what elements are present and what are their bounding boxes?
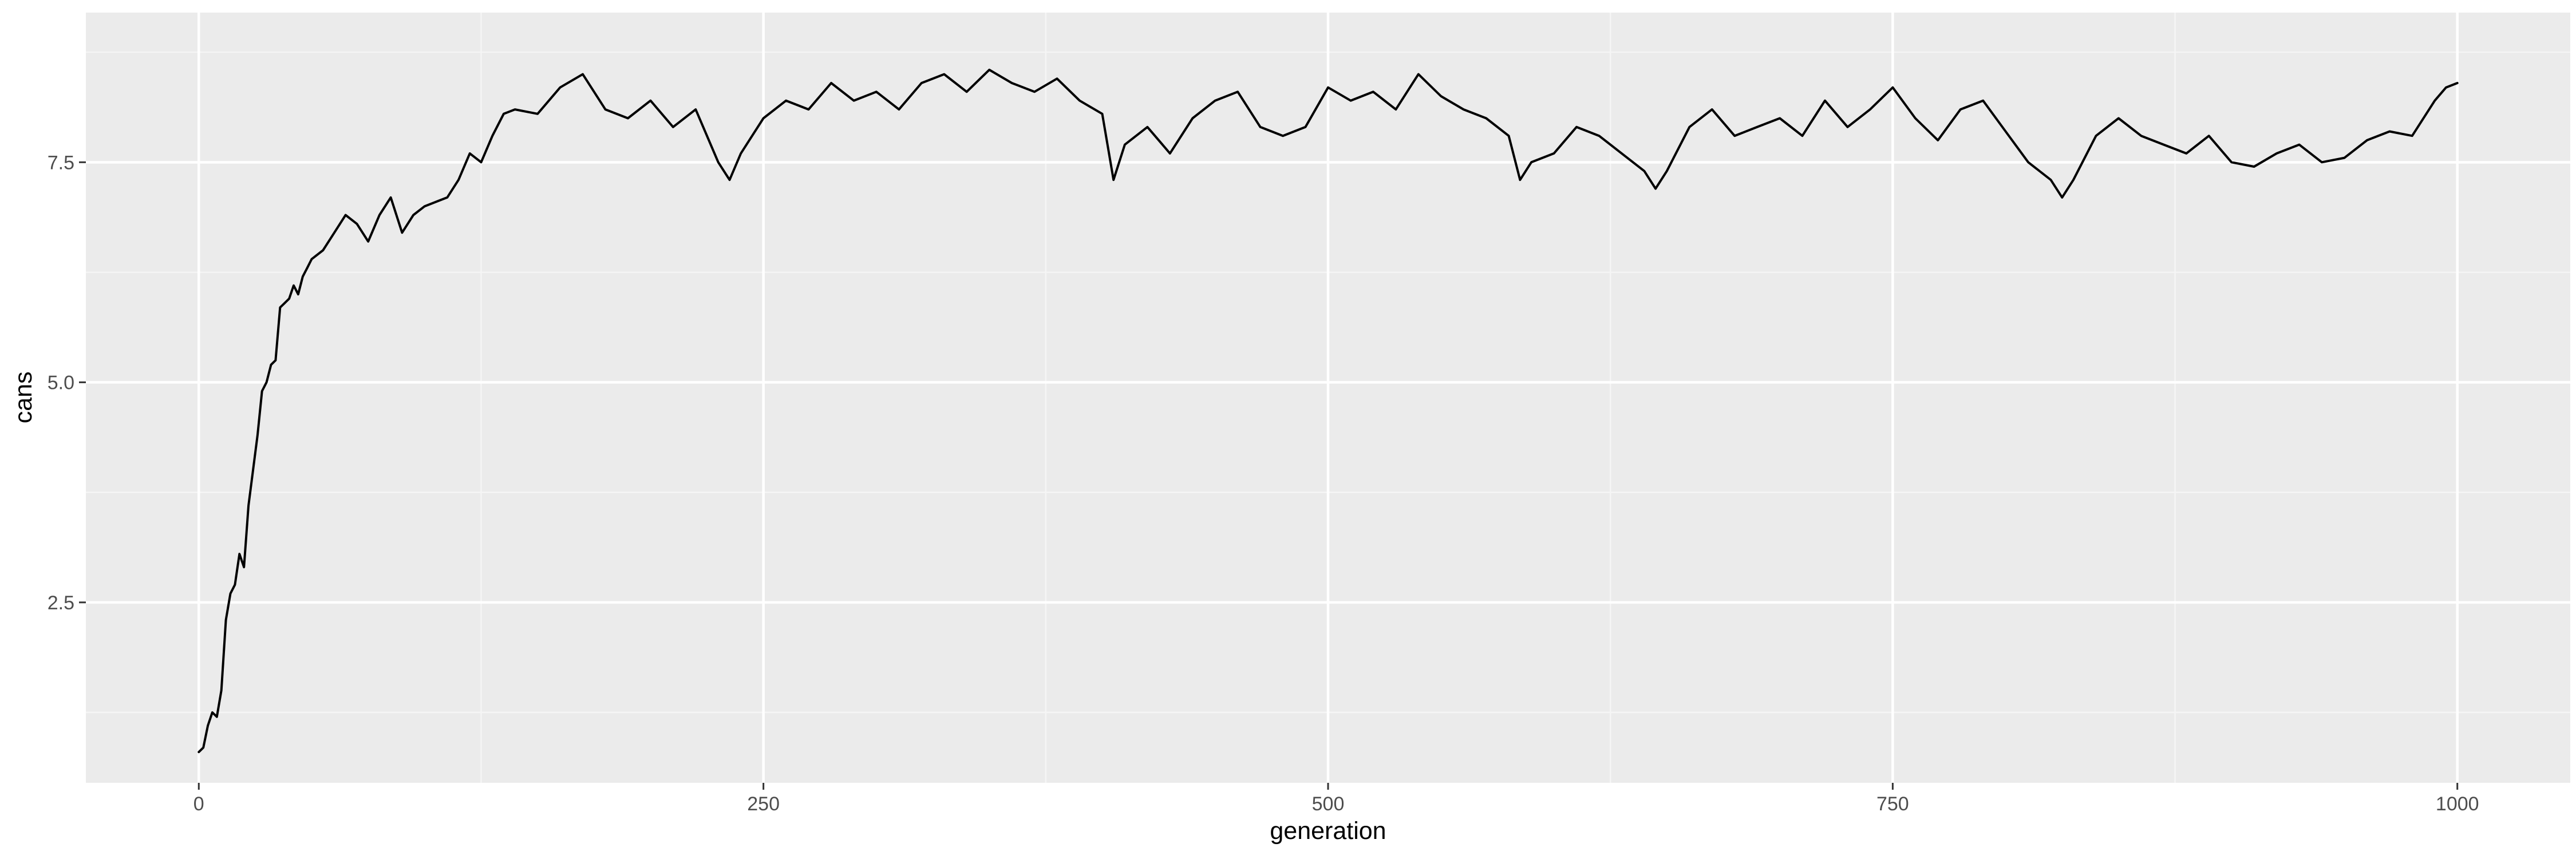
- x-tick-label: 1000: [2436, 793, 2479, 815]
- y-axis-title: cans: [10, 372, 37, 424]
- x-tick-label: 500: [1312, 793, 1345, 815]
- tick-labels: 0 250 500 750 1000 2.5 5.0 7.5: [48, 152, 2479, 815]
- data-line: [197, 68, 2459, 754]
- x-tick-label: 750: [1876, 793, 1909, 815]
- x-axis-title: generation: [1270, 817, 1386, 845]
- axis-ticks: [79, 161, 2459, 790]
- y-tick-label: 5.0: [48, 372, 74, 394]
- x-tick-label: 0: [193, 793, 204, 815]
- y-tick-label: 7.5: [48, 152, 74, 174]
- x-tick-label: 250: [747, 793, 780, 815]
- major-gridlines: [86, 13, 2570, 783]
- y-tick-label: 2.5: [48, 592, 74, 614]
